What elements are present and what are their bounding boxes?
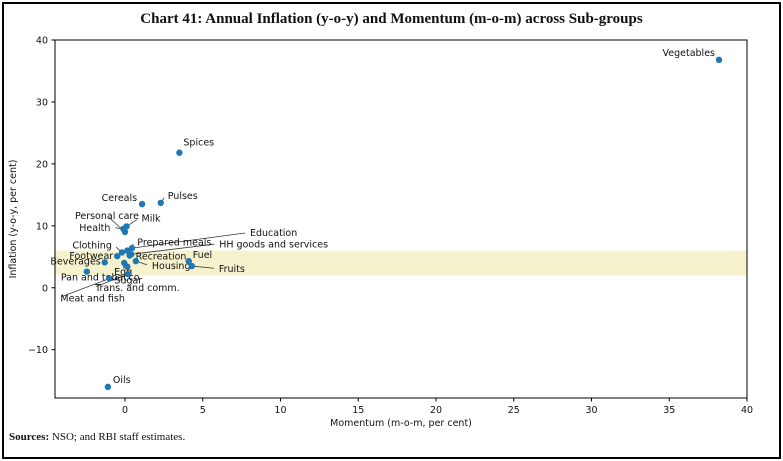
- data-point-fruits: [188, 262, 196, 270]
- point-label-hh-goods-and-services: HH goods and services: [219, 239, 328, 250]
- data-point-footwear: [114, 252, 121, 260]
- point-label-recreation: Recreation: [136, 252, 187, 263]
- x-tick-label-10: 10: [274, 405, 286, 416]
- x-tick-label-0: 0: [122, 405, 128, 416]
- leader-line-fruits: [191, 265, 214, 269]
- data-point-vegetables: [715, 56, 723, 64]
- x-tick-label-30: 30: [585, 405, 597, 416]
- data-point-housing: [132, 257, 140, 265]
- point-label-pan-and-tobacco: Pan and tobacco: [61, 273, 140, 284]
- point-label-sugar: Sugar: [114, 276, 142, 287]
- plot-frame: [54, 39, 748, 399]
- data-point-trans-and-comm: [124, 270, 132, 278]
- point-label-prepared-meals: Prepared meals: [137, 238, 211, 249]
- y-tick-label-0: 0: [42, 283, 48, 294]
- leader-line-meat-and-fish: [61, 278, 110, 298]
- sources-label: Sources:: [9, 431, 50, 443]
- point-label-egg: Egg: [114, 267, 132, 278]
- y-tick-label-10: 10: [36, 221, 48, 232]
- chart-title: Chart 41: Annual Inflation (y-o-y) and M…: [140, 11, 643, 27]
- point-label-footwear: Footwear: [69, 251, 113, 262]
- point-label-clothing: Clothing: [72, 240, 112, 251]
- x-tick-label-25: 25: [508, 405, 520, 416]
- data-point-sugar: [124, 263, 131, 270]
- data-point-clothing: [118, 249, 126, 256]
- point-label-pulses: Pulses: [168, 191, 198, 202]
- y-tick-label-40: 40: [36, 36, 48, 47]
- data-point-cereals: [138, 200, 146, 208]
- leader-line-education: [131, 232, 246, 249]
- y-tick-label-30: 30: [36, 97, 48, 108]
- y-axis-label: Inflation (y-o-y, per cent): [8, 160, 19, 279]
- tolerance-band: [55, 250, 747, 276]
- sources-text: NSO; and RBI staff estimates.: [49, 431, 186, 443]
- sources-note: Sources: NSO; and RBI staff estimates.: [9, 431, 185, 443]
- data-point-pulses: [157, 199, 164, 207]
- data-point-pan-and-tobacco: [83, 268, 91, 275]
- point-label-vegetables: Vegetables: [663, 48, 716, 59]
- data-point-spices: [176, 149, 183, 156]
- y-tick-label--10: −10: [28, 345, 48, 356]
- leader-line-hh-goods-and-services: [131, 243, 215, 255]
- data-point-fuel: [185, 257, 192, 265]
- x-tick-label-20: 20: [430, 405, 442, 416]
- data-point-beverages: [101, 259, 108, 266]
- point-label-spices: Spices: [183, 138, 214, 149]
- point-label-milk: Milk: [142, 213, 161, 224]
- point-label-beverages: Beverages: [50, 256, 100, 267]
- x-tick-label-35: 35: [663, 405, 675, 416]
- x-tick-label-40: 40: [741, 405, 753, 416]
- point-label-housing: Housing: [152, 261, 191, 272]
- point-label-education: Education: [250, 228, 297, 239]
- point-label-fuel: Fuel: [193, 250, 212, 261]
- x-axis-label: Momentum (m-o-m, per cent): [330, 418, 472, 429]
- point-label-health: Health: [79, 223, 110, 234]
- point-label-trans-and-comm: Trans. and comm.: [94, 283, 180, 294]
- data-point-personal-care: [121, 228, 129, 236]
- point-label-personal-care: Personal care: [75, 211, 139, 222]
- point-label-meat-and-fish: Meat and fish: [60, 293, 124, 304]
- x-tick-label-5: 5: [200, 405, 206, 416]
- point-label-cereals: Cereals: [102, 193, 137, 204]
- y-tick-label-20: 20: [36, 159, 48, 170]
- point-label-oils: Oils: [113, 375, 131, 386]
- point-label-fruits: Fruits: [219, 264, 245, 275]
- data-point-oils: [104, 383, 112, 391]
- data-point-meat-and-fish: [106, 275, 113, 282]
- x-tick-label-15: 15: [352, 405, 364, 416]
- data-point-recreation: [126, 252, 133, 259]
